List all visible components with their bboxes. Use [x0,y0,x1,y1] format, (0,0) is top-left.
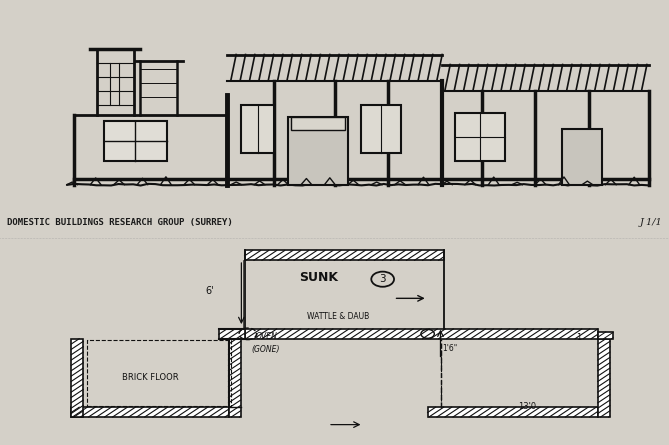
Text: WATTLE & DAUB: WATTLE & DAUB [306,312,369,321]
Bar [245,329,598,339]
Text: OVEN: OVEN [256,332,278,340]
Bar [598,332,613,339]
Bar [291,117,345,130]
Bar [455,113,505,161]
Bar [241,105,274,153]
Bar [86,340,231,406]
Bar [598,339,610,417]
Bar [229,339,241,417]
Bar [71,407,229,417]
Text: 1: 1 [576,333,581,342]
Text: 6': 6' [205,286,213,295]
Bar [245,251,444,260]
Bar [71,339,83,417]
Bar [427,407,598,417]
Bar [104,121,167,161]
Text: SUNK: SUNK [299,271,338,284]
Text: BRICK FLOOR: BRICK FLOOR [122,373,178,382]
Text: J 1/1: J 1/1 [640,218,662,227]
Bar [288,117,348,185]
Text: DOMESTIC BUILDINGS RESEARCH GROUP (SURREY): DOMESTIC BUILDINGS RESEARCH GROUP (SURRE… [7,218,232,227]
Bar [361,105,401,153]
Bar [562,129,602,185]
Text: 3: 3 [379,274,386,284]
Text: (GONE): (GONE) [251,345,280,354]
Text: 1'6": 1'6" [442,344,457,352]
Text: 13'0: 13'0 [518,402,537,411]
Bar [219,329,245,339]
